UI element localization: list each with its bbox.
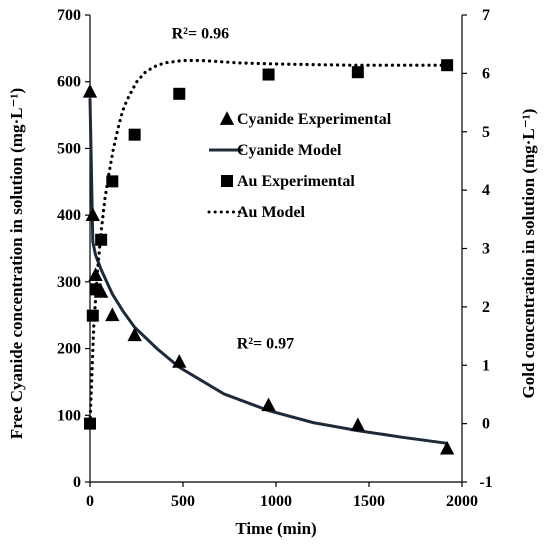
legend-cyanide-experimental-label: Cyanide Experimental xyxy=(237,111,392,128)
y-left-tick-label: 0 xyxy=(73,474,81,491)
cyanide-experimental-point xyxy=(439,440,455,455)
y-right-axis-title: Gold concentration in solution (mg·L⁻¹) xyxy=(519,109,538,399)
au-experimental-point xyxy=(128,128,141,141)
au-experimental-point xyxy=(173,87,186,100)
y-left-tick-label: 200 xyxy=(57,341,81,358)
legend-cyanide-experimental-symbol xyxy=(219,111,235,125)
y-right-tick-label: 5 xyxy=(482,124,490,141)
cyanide-experimental-point xyxy=(85,207,100,221)
y-right-tick-label: 0 xyxy=(482,416,490,433)
au-experimental-point xyxy=(262,68,275,81)
r-squared-annotation: R²= 0.97 xyxy=(237,336,294,353)
y-right-tick-label: -1 xyxy=(479,474,492,491)
text-layer: 0 500 1000 1500 2000 0 100 200 300 400 500 600 700 -1… xyxy=(7,7,538,538)
y-left-tick-label: 400 xyxy=(57,207,81,224)
y-right-tick-label: 4 xyxy=(482,182,490,199)
y-right-tick-label: 1 xyxy=(482,357,490,374)
au-experimental-point xyxy=(441,59,454,72)
cyanide-experimental-point xyxy=(82,83,98,98)
y-left-tick-label: 500 xyxy=(57,140,81,157)
cyanide-experimental-point xyxy=(172,354,187,368)
y-left-tick-label: 700 xyxy=(57,7,81,24)
au-model-line xyxy=(88,58,449,426)
y-left-tick-label: 600 xyxy=(57,74,81,91)
x-tick-label: 1000 xyxy=(260,493,292,510)
au-experimental-point xyxy=(89,283,102,296)
cyanide-experimental-point xyxy=(261,397,276,412)
x-tick-label: 0 xyxy=(86,493,94,510)
y-right-tick-label: 6 xyxy=(482,65,490,82)
au-experimental-point xyxy=(84,417,96,430)
y-right-tick-label: 7 xyxy=(482,7,490,24)
cyanide-experimental-point xyxy=(350,417,365,432)
legend-au-experimental-symbol xyxy=(221,175,233,187)
au-experimental-point xyxy=(86,309,99,322)
x-tick-label: 1500 xyxy=(353,493,385,510)
legend-au-experimental-label: Au Experimental xyxy=(237,173,355,190)
legend-cyanide-model-label: Cyanide Model xyxy=(237,142,342,159)
au-experimental-point xyxy=(106,175,119,188)
y-right-tick-label: 3 xyxy=(482,241,490,258)
cyanide-experimental-point xyxy=(88,267,103,282)
x-tick-label: 2000 xyxy=(446,493,478,510)
series-layer xyxy=(82,58,455,455)
au-experimental-point xyxy=(95,233,108,246)
cyanide-experimental-point xyxy=(127,327,142,342)
x-tick-label: 500 xyxy=(171,493,195,510)
au-experimental-point xyxy=(351,66,364,79)
x-axis-title: Time (min) xyxy=(235,519,316,538)
y-right-tick-label: 2 xyxy=(482,299,490,316)
r-squared-annotation: R²= 0.96 xyxy=(172,25,229,42)
y-left-axis-title: Free Cyanide concentration in solution (… xyxy=(7,88,26,439)
y-left-tick-label: 100 xyxy=(57,407,81,424)
cyanide-experimental-point xyxy=(105,307,120,322)
axes xyxy=(85,14,467,487)
legend-au-model-label: Au Model xyxy=(237,204,306,221)
y-left-tick-label: 300 xyxy=(57,274,81,291)
